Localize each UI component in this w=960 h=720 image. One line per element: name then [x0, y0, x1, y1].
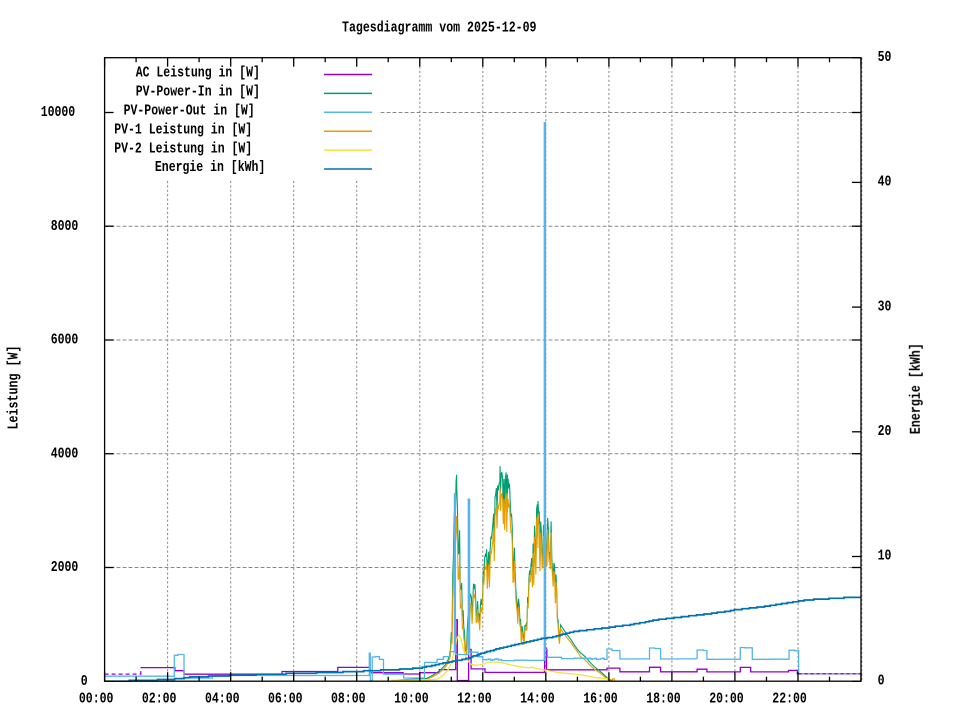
svg-text:0: 0	[878, 672, 885, 689]
svg-text:04:00: 04:00	[205, 691, 240, 708]
svg-text:12:00: 12:00	[457, 691, 492, 708]
svg-text:18:00: 18:00	[646, 691, 681, 708]
svg-text:10: 10	[878, 548, 892, 565]
svg-text:8000: 8000	[51, 218, 79, 235]
svg-text:50: 50	[878, 49, 892, 66]
svg-text:0: 0	[81, 673, 88, 690]
svg-text:PV-Power-Out in [W]: PV-Power-Out in [W]	[124, 103, 255, 120]
svg-text:20: 20	[878, 423, 892, 440]
svg-text:2000: 2000	[51, 559, 79, 576]
svg-text:08:00: 08:00	[331, 691, 366, 708]
svg-text:Leistung [W]: Leistung [W]	[6, 346, 23, 430]
svg-text:PV-Power-In in [W]: PV-Power-In in [W]	[136, 84, 260, 101]
svg-text:20:00: 20:00	[709, 691, 744, 708]
svg-text:AC Leistung in [W]: AC Leistung in [W]	[136, 65, 260, 82]
svg-text:PV-1 Leistung in [W]: PV-1 Leistung in [W]	[114, 121, 252, 138]
svg-text:Energie [kWh]: Energie [kWh]	[908, 343, 925, 434]
svg-text:40: 40	[878, 174, 892, 191]
svg-text:16:00: 16:00	[583, 691, 618, 708]
svg-text:6000: 6000	[51, 332, 79, 349]
svg-text:PV-2 Leistung in [W]: PV-2 Leistung in [W]	[114, 140, 252, 157]
svg-text:Tagesdiagramm vom 2025-12-09: Tagesdiagramm vom 2025-12-09	[342, 20, 537, 37]
svg-text:14:00: 14:00	[520, 691, 555, 708]
svg-text:00:00: 00:00	[79, 691, 114, 708]
svg-text:Energie in [kWh]: Energie in [kWh]	[155, 159, 265, 176]
svg-text:02:00: 02:00	[142, 691, 177, 708]
svg-text:30: 30	[878, 298, 892, 315]
svg-text:10000: 10000	[41, 104, 75, 121]
svg-text:10:00: 10:00	[394, 691, 429, 708]
svg-text:06:00: 06:00	[268, 691, 303, 708]
svg-text:22:00: 22:00	[772, 691, 807, 708]
svg-text:4000: 4000	[51, 445, 79, 462]
